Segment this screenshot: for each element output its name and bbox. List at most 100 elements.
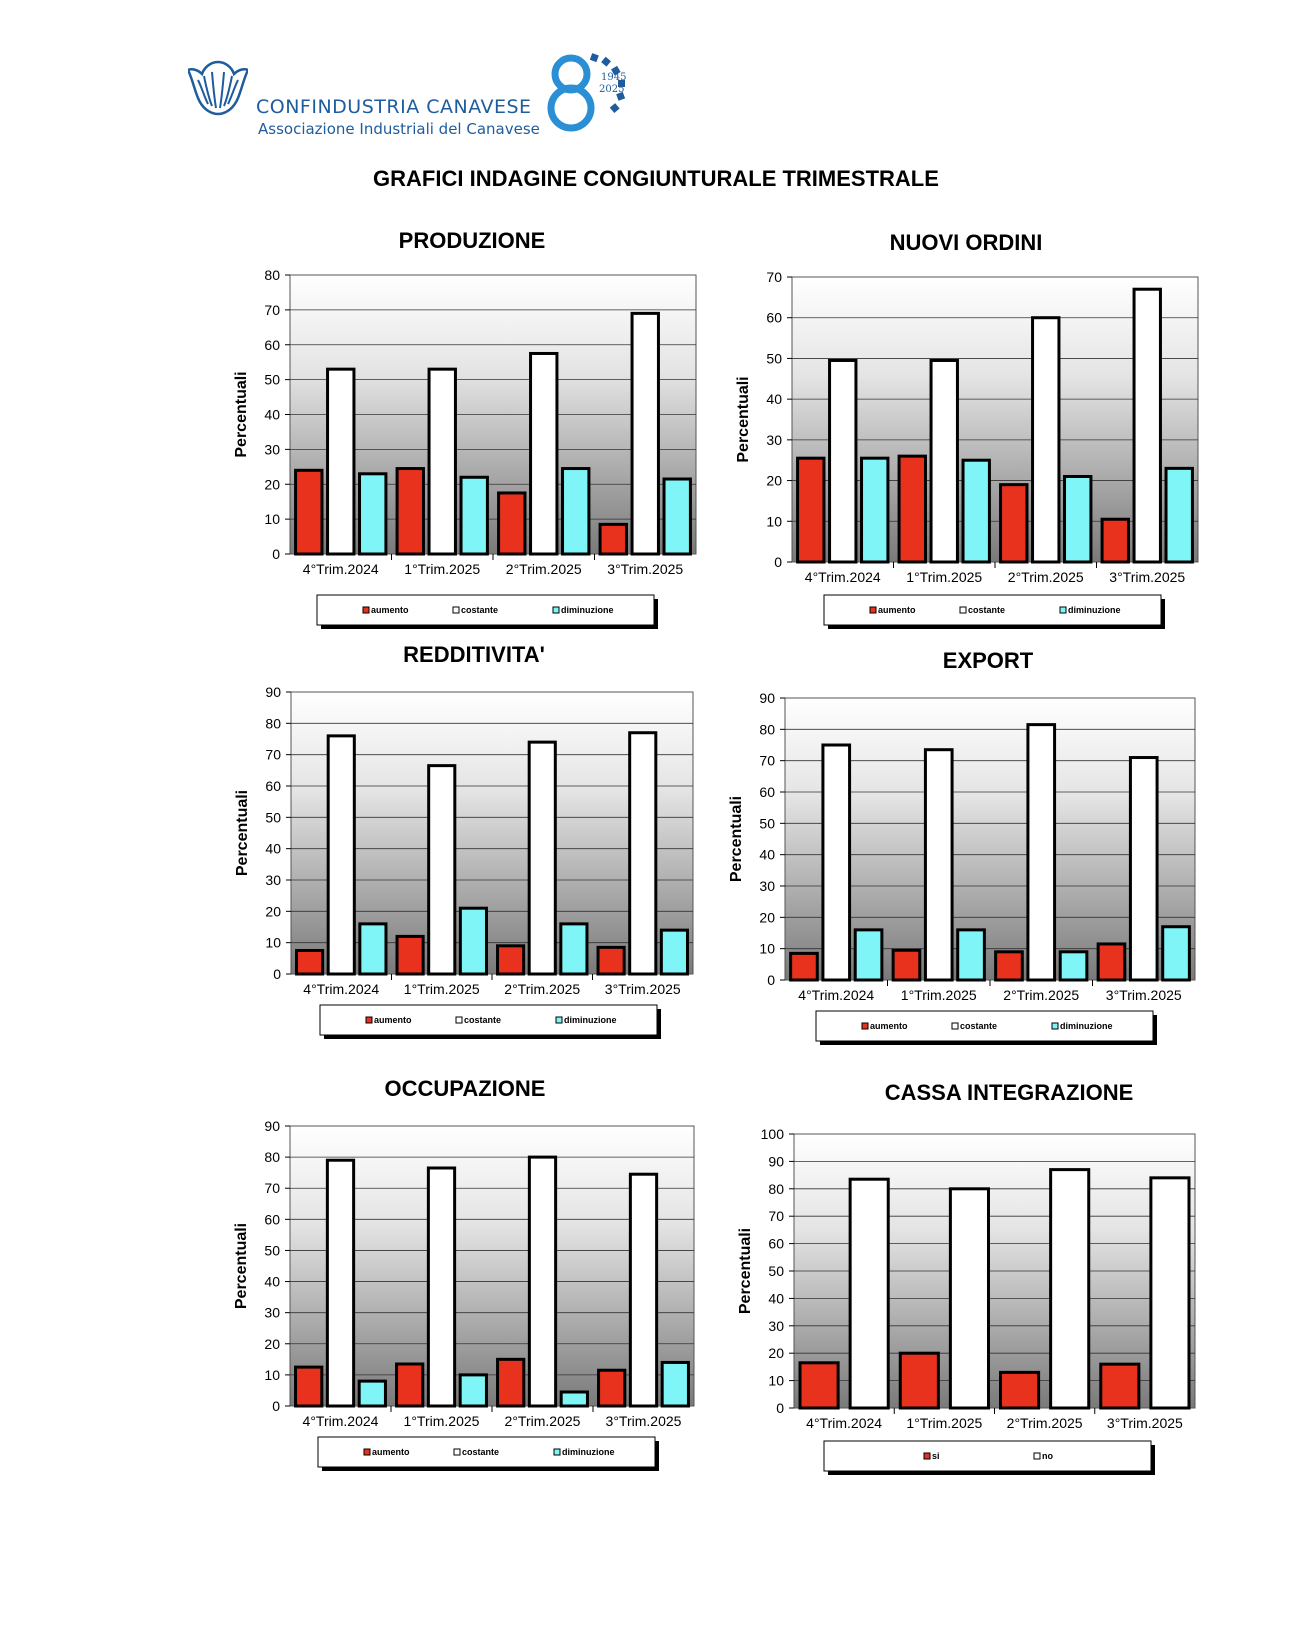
x-tick-label: 4°Trim.2024 bbox=[806, 1415, 882, 1431]
x-tick-label: 4°Trim.2024 bbox=[303, 981, 379, 997]
plot-area bbox=[289, 1125, 695, 1407]
x-tick-label: 4°Trim.2024 bbox=[303, 561, 379, 577]
bar-aumento bbox=[395, 934, 425, 976]
y-tick-label: 30 bbox=[264, 1305, 280, 1321]
legend-label-diminuzione: diminuzione bbox=[562, 1447, 615, 1457]
x-tick-label: 3°Trim.2025 bbox=[607, 561, 683, 577]
legend-swatch-diminuzione bbox=[553, 1448, 561, 1456]
y-tick-label: 10 bbox=[766, 513, 782, 529]
legend-swatch-aumento bbox=[362, 606, 370, 614]
bar-aumento bbox=[1096, 942, 1127, 982]
y-tick-label: 0 bbox=[767, 972, 775, 988]
y-tick-label: 90 bbox=[759, 690, 775, 706]
bar-aumento bbox=[295, 949, 325, 976]
legend-label-costante: costante bbox=[960, 1021, 997, 1031]
bar-aumento bbox=[395, 467, 425, 556]
bar-aumento bbox=[994, 950, 1024, 982]
bar-diminuzione bbox=[662, 477, 692, 556]
bar-no bbox=[848, 1177, 890, 1410]
bar-costante bbox=[828, 358, 858, 564]
bar-costante bbox=[1026, 723, 1057, 982]
bar-diminuzione bbox=[559, 1390, 589, 1408]
x-tick-label: 1°Trim.2025 bbox=[906, 569, 982, 585]
y-tick-label: 70 bbox=[264, 302, 280, 318]
bar-si bbox=[798, 1361, 840, 1410]
y-tick-label: 60 bbox=[759, 784, 775, 800]
y-tick-label: 20 bbox=[766, 473, 782, 489]
bar-aumento bbox=[596, 945, 626, 976]
legend-label-diminuzione: diminuzione bbox=[561, 605, 614, 615]
x-tick-label: 1°Trim.2025 bbox=[906, 1415, 982, 1431]
y-tick-label: 40 bbox=[759, 847, 775, 863]
bar-aumento bbox=[496, 944, 526, 976]
y-tick-label: 40 bbox=[768, 1290, 784, 1306]
legend-swatch-no bbox=[1033, 1452, 1041, 1460]
x-tick-label: 2°Trim.2025 bbox=[506, 561, 582, 577]
legend-swatch-diminuzione bbox=[1059, 606, 1067, 614]
x-tick-label: 3°Trim.2025 bbox=[1109, 569, 1185, 585]
bar-aumento bbox=[789, 951, 819, 982]
chart-title: REDDITIVITA' bbox=[403, 642, 545, 667]
bar-costante bbox=[426, 1166, 457, 1408]
y-tick-label: 50 bbox=[759, 815, 775, 831]
bar-aumento bbox=[294, 468, 324, 556]
y-tick-label: 70 bbox=[264, 1180, 280, 1196]
y-tick-label: 30 bbox=[265, 872, 281, 888]
anniversary-year-end: 2025 bbox=[599, 84, 624, 95]
x-tick-label: 2°Trim.2025 bbox=[1003, 987, 1079, 1003]
x-tick-label: 4°Trim.2024 bbox=[303, 1413, 379, 1429]
confindustria-eagle-logo bbox=[188, 60, 248, 116]
y-axis-label: Percentuali bbox=[233, 371, 250, 457]
bar-costante bbox=[326, 734, 356, 976]
legend-swatch-costante bbox=[452, 606, 460, 614]
plot-area bbox=[784, 697, 1196, 981]
y-tick-label: 20 bbox=[759, 909, 775, 925]
y-tick-label: 90 bbox=[265, 684, 281, 700]
x-tick-label: 3°Trim.2025 bbox=[1107, 1415, 1183, 1431]
y-tick-label: 10 bbox=[264, 511, 280, 527]
bar-diminuzione bbox=[459, 475, 489, 556]
y-tick-label: 80 bbox=[265, 715, 281, 731]
legend-swatch-costante bbox=[959, 606, 967, 614]
legend-label-aumento: aumento bbox=[870, 1021, 908, 1031]
legend-swatch-diminuzione bbox=[552, 606, 560, 614]
bar-diminuzione bbox=[358, 922, 388, 976]
y-tick-label: 20 bbox=[264, 476, 280, 492]
bar-si bbox=[999, 1370, 1041, 1410]
bar-no bbox=[1049, 1168, 1091, 1410]
legend-label-costante: costante bbox=[461, 605, 498, 615]
legend-box bbox=[316, 594, 655, 626]
bar-aumento bbox=[294, 1365, 324, 1408]
bar-aumento bbox=[897, 454, 927, 564]
x-tick-label: 4°Trim.2024 bbox=[805, 569, 881, 585]
bar-aumento bbox=[598, 522, 628, 556]
y-axis-label: Percentuali bbox=[728, 796, 745, 882]
anniversary-year-start: 1945 bbox=[601, 72, 626, 83]
legend-swatch-si bbox=[923, 1452, 931, 1460]
legend-box bbox=[317, 1436, 656, 1468]
bar-costante bbox=[326, 367, 356, 556]
y-tick-label: 50 bbox=[264, 1242, 280, 1258]
bar-diminuzione bbox=[860, 456, 890, 564]
y-tick-label: 10 bbox=[759, 941, 775, 957]
y-tick-label: 10 bbox=[768, 1373, 784, 1389]
legend-label-costante: costante bbox=[968, 605, 1005, 615]
legend-label-costante: costante bbox=[464, 1015, 501, 1025]
bar-diminuzione bbox=[660, 1360, 690, 1408]
y-tick-label: 0 bbox=[273, 966, 281, 982]
y-tick-label: 100 bbox=[761, 1126, 785, 1142]
y-tick-label: 60 bbox=[768, 1236, 784, 1252]
y-tick-label: 40 bbox=[264, 1274, 280, 1290]
bar-costante bbox=[427, 367, 457, 556]
bar-costante bbox=[1031, 316, 1061, 564]
bar-aumento bbox=[497, 491, 527, 556]
y-tick-label: 40 bbox=[766, 391, 782, 407]
y-tick-label: 90 bbox=[768, 1153, 784, 1169]
y-axis-label: Percentuali bbox=[737, 1228, 754, 1314]
y-tick-label: 50 bbox=[766, 350, 782, 366]
bar-no bbox=[1149, 1176, 1191, 1410]
bar-costante bbox=[929, 358, 959, 564]
bar-diminuzione bbox=[561, 467, 591, 556]
page-title: GRAFICI INDAGINE CONGIUNTURALE TRIMESTRA… bbox=[373, 166, 939, 191]
y-tick-label: 70 bbox=[766, 269, 782, 285]
